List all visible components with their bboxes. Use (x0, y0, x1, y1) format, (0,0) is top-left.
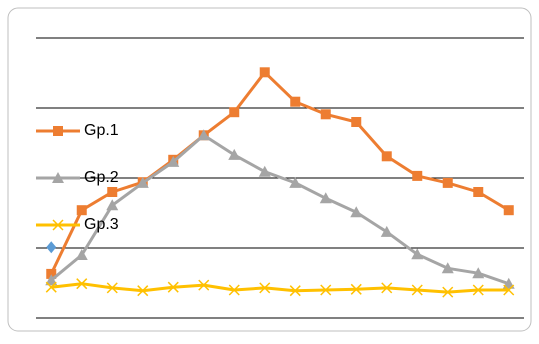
legend-label: Gp.1 (84, 122, 119, 139)
marker (106, 282, 118, 294)
marker (381, 151, 392, 162)
marker (289, 285, 301, 297)
marker (106, 199, 119, 211)
marker (411, 284, 423, 296)
series-line (51, 282, 509, 294)
marker (76, 205, 87, 216)
marker (229, 107, 240, 118)
marker (197, 129, 210, 141)
marker (472, 284, 484, 296)
marker (350, 283, 362, 295)
marker (228, 148, 241, 160)
legend-marker (52, 219, 64, 231)
marker (107, 187, 118, 197)
marker (167, 281, 179, 293)
marker (381, 282, 393, 294)
marker (290, 96, 301, 107)
marker (503, 284, 515, 296)
marker (380, 225, 393, 237)
series-line (49, 70, 510, 275)
marker (45, 274, 58, 286)
marker (442, 286, 454, 298)
marker (167, 155, 180, 167)
marker (412, 170, 423, 181)
marker (473, 187, 484, 197)
marker (351, 117, 362, 127)
marker (411, 248, 424, 260)
marker (320, 284, 332, 296)
marker (259, 282, 271, 294)
chart-frame (7, 7, 532, 332)
marker (76, 278, 88, 290)
marker (75, 249, 88, 260)
marker (259, 67, 270, 78)
legend-label: Gp.3 (84, 216, 119, 233)
marker (472, 267, 485, 279)
marker (228, 284, 240, 296)
marker (442, 177, 453, 188)
legend-marker (52, 172, 64, 183)
marker (441, 262, 454, 274)
marker (198, 279, 210, 291)
marker (350, 206, 363, 218)
marker (137, 285, 149, 297)
marker (503, 205, 514, 216)
legend-label: Gp.2 (84, 169, 119, 186)
legend-marker (53, 126, 63, 136)
marker (289, 176, 302, 188)
marker (46, 268, 57, 279)
marker (258, 165, 271, 177)
marker (46, 241, 57, 254)
marker (320, 109, 331, 120)
marker (45, 281, 57, 293)
marker (319, 192, 332, 204)
series-line (50, 133, 510, 286)
marker (136, 176, 149, 188)
